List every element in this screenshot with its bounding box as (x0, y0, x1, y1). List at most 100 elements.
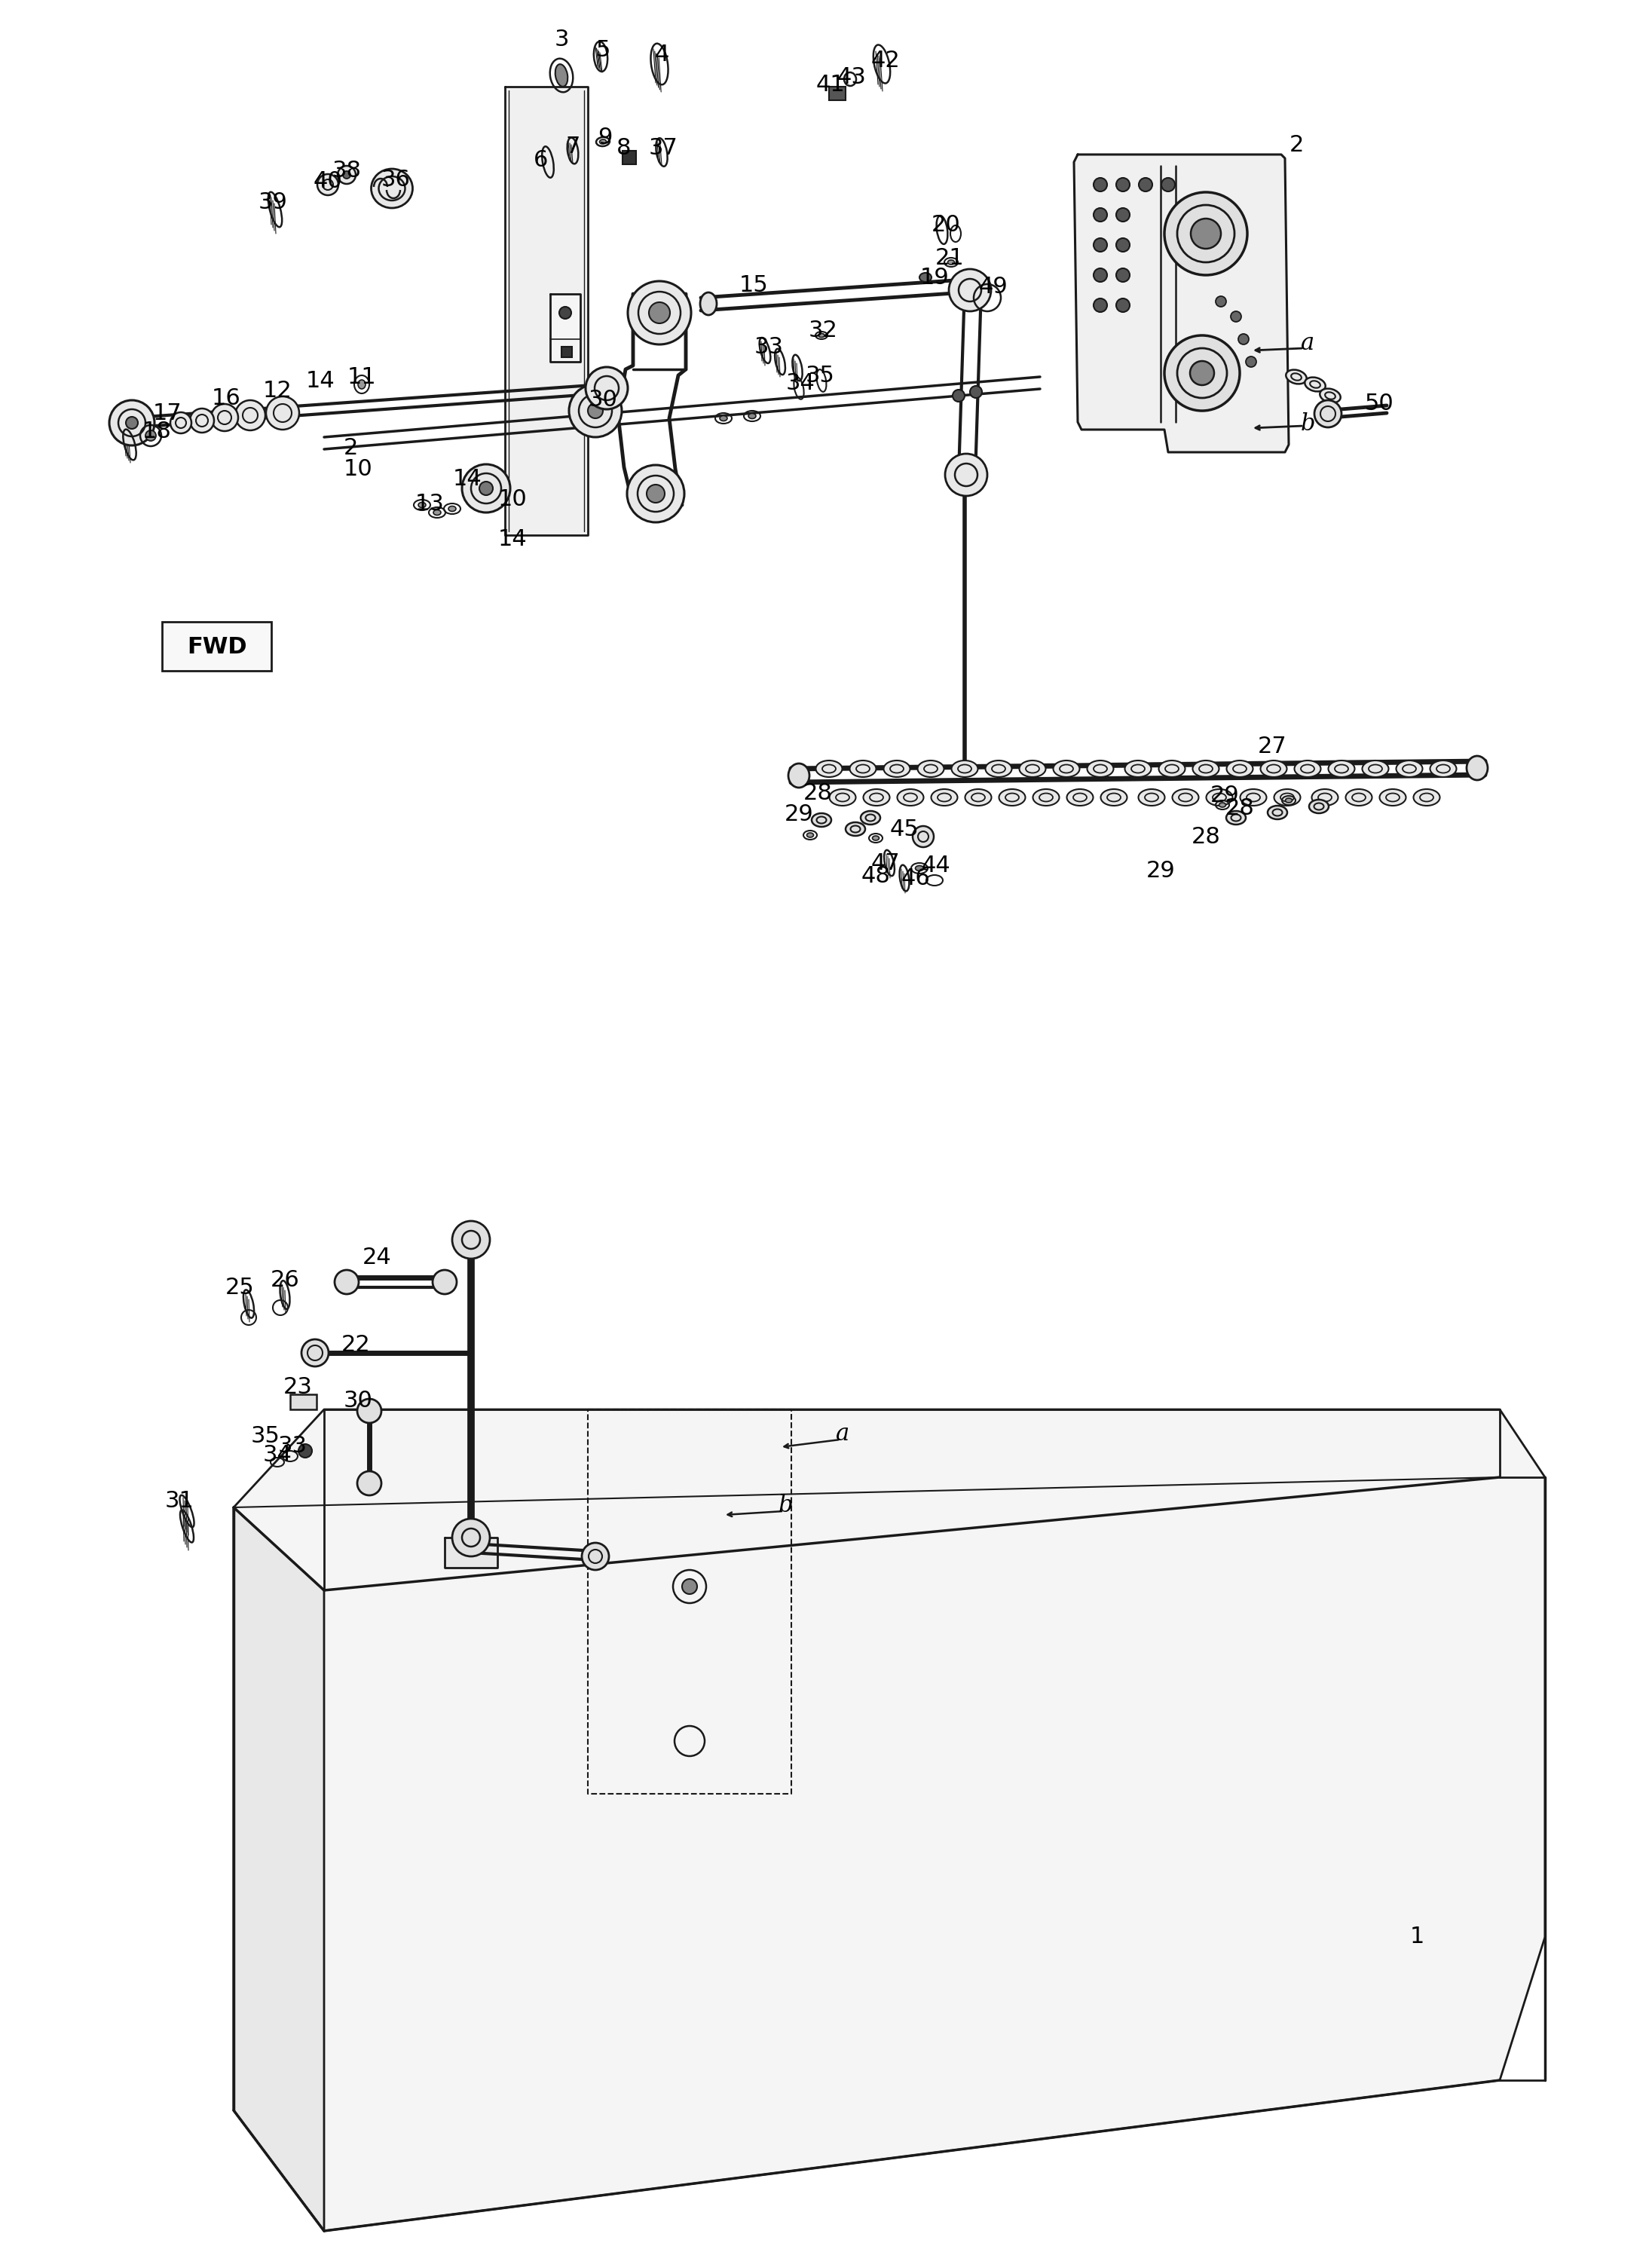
Circle shape (953, 390, 965, 401)
Ellipse shape (1219, 803, 1226, 807)
Circle shape (433, 1270, 456, 1294)
Circle shape (582, 1543, 610, 1570)
Text: 27: 27 (1257, 736, 1287, 758)
Text: 42: 42 (871, 49, 900, 72)
Ellipse shape (1308, 801, 1328, 814)
Text: 36: 36 (382, 168, 410, 191)
Ellipse shape (1396, 760, 1422, 776)
Circle shape (266, 397, 299, 431)
Circle shape (301, 1339, 329, 1366)
Bar (562, 348, 572, 357)
Circle shape (560, 307, 572, 319)
Text: 40: 40 (314, 170, 342, 193)
Ellipse shape (1125, 760, 1151, 776)
Ellipse shape (1285, 799, 1292, 803)
Text: 3: 3 (553, 29, 568, 49)
Ellipse shape (1346, 790, 1373, 805)
Ellipse shape (861, 812, 881, 825)
Ellipse shape (372, 168, 413, 209)
Circle shape (646, 484, 664, 502)
Ellipse shape (846, 823, 866, 837)
Ellipse shape (849, 760, 876, 776)
Text: 49: 49 (978, 276, 1008, 298)
Ellipse shape (965, 790, 991, 805)
Text: 39: 39 (258, 191, 287, 213)
Ellipse shape (1138, 790, 1165, 805)
Text: FWD: FWD (187, 635, 248, 657)
Circle shape (190, 408, 215, 433)
Text: 28: 28 (1191, 825, 1221, 848)
Text: 29: 29 (785, 803, 813, 825)
Text: 18: 18 (142, 419, 172, 442)
Text: 12: 12 (263, 379, 292, 401)
Text: 47: 47 (871, 852, 900, 875)
Circle shape (568, 384, 621, 437)
Ellipse shape (1158, 760, 1184, 776)
Bar (162, 621, 271, 671)
Ellipse shape (1295, 760, 1320, 776)
Circle shape (337, 166, 355, 184)
Text: 32: 32 (808, 319, 838, 341)
Ellipse shape (884, 760, 910, 776)
Ellipse shape (1379, 790, 1406, 805)
Ellipse shape (1285, 370, 1307, 384)
Ellipse shape (1100, 790, 1127, 805)
Text: 28: 28 (803, 783, 833, 803)
Polygon shape (550, 294, 580, 361)
Circle shape (1117, 209, 1130, 222)
Ellipse shape (748, 413, 757, 419)
Circle shape (170, 413, 192, 433)
Circle shape (453, 1519, 491, 1557)
Circle shape (1191, 218, 1221, 249)
Ellipse shape (1467, 756, 1488, 781)
Ellipse shape (1206, 790, 1232, 805)
Circle shape (1239, 334, 1249, 345)
Circle shape (1094, 177, 1107, 191)
Text: 24: 24 (362, 1247, 392, 1267)
Text: 34: 34 (263, 1444, 292, 1465)
Circle shape (1161, 177, 1175, 191)
Circle shape (1216, 296, 1226, 307)
Ellipse shape (872, 837, 879, 841)
Circle shape (357, 1471, 382, 1496)
Text: 4: 4 (654, 43, 669, 65)
Circle shape (344, 170, 350, 179)
Circle shape (235, 399, 266, 431)
Ellipse shape (720, 415, 727, 422)
Text: 28: 28 (1226, 796, 1254, 819)
Text: 15: 15 (738, 274, 768, 296)
Ellipse shape (829, 790, 856, 805)
Text: 48: 48 (861, 866, 890, 886)
Circle shape (479, 482, 492, 496)
Ellipse shape (1305, 377, 1325, 393)
Circle shape (912, 825, 933, 848)
Circle shape (1094, 298, 1107, 312)
Text: 14: 14 (306, 370, 335, 393)
Circle shape (335, 1270, 358, 1294)
Text: 23: 23 (282, 1375, 312, 1397)
Polygon shape (506, 87, 588, 536)
Circle shape (682, 1579, 697, 1595)
Ellipse shape (806, 832, 813, 837)
Ellipse shape (999, 790, 1026, 805)
Text: 46: 46 (900, 868, 930, 888)
Ellipse shape (864, 790, 890, 805)
Ellipse shape (1019, 760, 1046, 776)
Text: 16: 16 (211, 388, 241, 408)
Circle shape (1094, 209, 1107, 222)
Circle shape (126, 417, 137, 428)
Text: b: b (1300, 413, 1315, 435)
Ellipse shape (1274, 790, 1300, 805)
Text: 37: 37 (649, 137, 677, 159)
Text: 14: 14 (453, 469, 482, 489)
Ellipse shape (915, 866, 923, 870)
Polygon shape (233, 1409, 1545, 2232)
Circle shape (628, 464, 684, 523)
Circle shape (628, 280, 691, 345)
Text: 1: 1 (1409, 1927, 1424, 1947)
Ellipse shape (985, 760, 1011, 776)
Text: 30: 30 (588, 388, 618, 410)
Text: 14: 14 (497, 527, 527, 550)
Ellipse shape (418, 502, 426, 507)
Ellipse shape (1193, 760, 1219, 776)
